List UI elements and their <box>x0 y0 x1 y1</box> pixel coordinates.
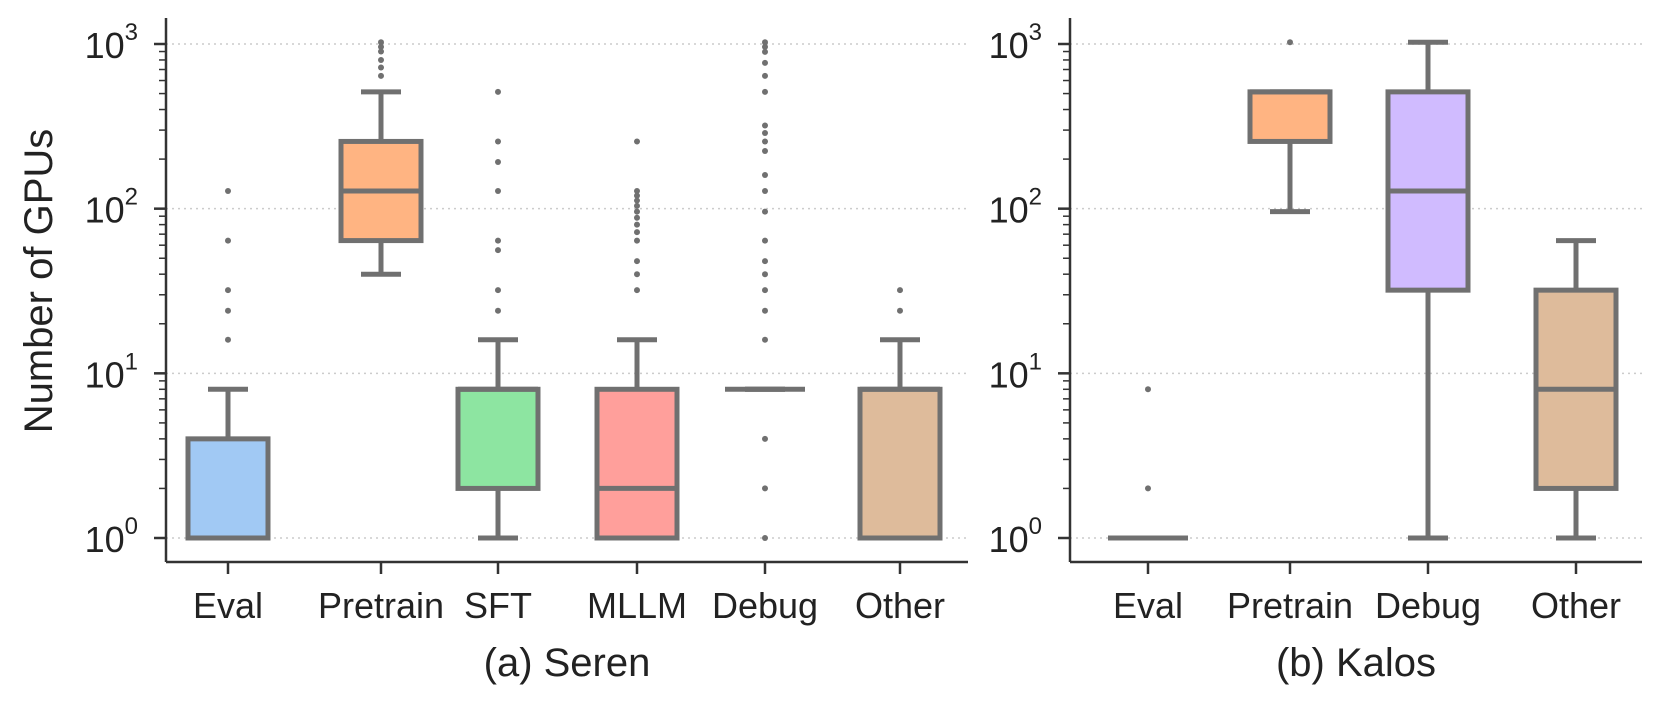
panel-seren: 100 101 102 103 Eval Pretrain SFT MLLM Debug Othe… <box>85 18 968 685</box>
outlier-point <box>762 172 768 179</box>
outlier-point <box>225 307 231 314</box>
outlier-point <box>378 48 384 55</box>
outlier-point <box>495 188 501 195</box>
outlier-point <box>762 271 768 278</box>
outlier-point <box>634 214 640 221</box>
outlier-point <box>762 208 768 215</box>
outlier-point <box>634 258 640 265</box>
outlier-point <box>762 59 768 66</box>
outlier-point <box>762 307 768 314</box>
outlier-point <box>762 122 768 129</box>
outlier-point <box>495 159 501 166</box>
box-other <box>857 287 943 541</box>
outlier-point <box>634 192 640 199</box>
outlier-point <box>225 237 231 244</box>
x-tick-label: Pretrain <box>1227 585 1353 626</box>
outlier-point <box>634 197 640 204</box>
outlier-point <box>762 48 768 55</box>
box-pretrain <box>1247 39 1333 215</box>
outlier-point <box>225 336 231 343</box>
outlier-point <box>762 138 768 145</box>
outlier-point <box>634 202 640 209</box>
x-tick-label: SFT <box>464 585 532 626</box>
outlier-point <box>495 138 501 145</box>
box-eval <box>1108 386 1188 541</box>
y-tick-label: 102 <box>85 184 138 231</box>
x-tick-label: Debug <box>712 585 818 626</box>
outlier-point <box>1145 485 1151 492</box>
y-tick-label: 101 <box>85 348 138 395</box>
x-tick-label: Other <box>855 585 945 626</box>
y-tick-label: 100 <box>989 513 1042 560</box>
x-tick-label: Debug <box>1375 585 1481 626</box>
outlier-point <box>762 88 768 95</box>
outlier-point <box>762 287 768 294</box>
panel-title-seren: (a) Seren <box>484 641 651 685</box>
box-body <box>857 386 943 541</box>
outlier-point <box>762 535 768 541</box>
panel-title-kalos: (b) Kalos <box>1276 641 1436 685</box>
outlier-point <box>762 435 768 442</box>
outlier-point <box>762 237 768 244</box>
outlier-point <box>897 287 903 294</box>
outlier-point <box>634 229 640 236</box>
y-axis-label: Number of GPUs <box>17 129 61 434</box>
outlier-point <box>634 138 640 145</box>
x-tick-label: Other <box>1531 585 1621 626</box>
x-tick-label: MLLM <box>587 585 687 626</box>
box-mllm <box>594 138 680 541</box>
box-body <box>455 386 541 491</box>
box-body <box>594 386 680 541</box>
y-tick-label: 103 <box>989 19 1042 66</box>
box-body <box>1247 89 1333 144</box>
outlier-point <box>634 208 640 215</box>
outlier-point <box>762 39 768 46</box>
outlier-point <box>378 72 384 79</box>
box-debug <box>725 39 805 541</box>
outlier-point <box>762 72 768 79</box>
outlier-point <box>762 336 768 343</box>
outlier-point <box>762 485 768 492</box>
outlier-point <box>378 39 384 46</box>
x-tick-label: Eval <box>193 585 263 626</box>
y-tick-label: 103 <box>85 19 138 66</box>
outlier-point <box>495 237 501 244</box>
y-tick-label: 100 <box>85 513 138 560</box>
y-tick-label: 101 <box>989 348 1042 395</box>
box-debug <box>1385 39 1471 541</box>
outlier-point <box>634 188 640 195</box>
box-other <box>1533 238 1619 541</box>
outlier-point <box>378 56 384 63</box>
panel-kalos: 100 101 102 103 Eval Pretrain Debug Other (b) Ka… <box>989 18 1642 685</box>
y-tick-label: 102 <box>989 184 1042 231</box>
box-pretrain <box>338 39 424 277</box>
outlier-point <box>634 221 640 228</box>
outlier-point <box>634 237 640 244</box>
outlier-point <box>634 287 640 294</box>
box-eval <box>185 188 271 541</box>
x-tick-label: Pretrain <box>318 585 444 626</box>
outlier-point <box>495 307 501 314</box>
outlier-point <box>762 130 768 137</box>
outlier-point <box>495 247 501 254</box>
outlier-point <box>762 188 768 195</box>
outlier-point <box>225 287 231 294</box>
outlier-point <box>378 43 384 50</box>
box-body <box>185 436 271 541</box>
outlier-point <box>378 64 384 71</box>
outlier-point <box>762 43 768 50</box>
outlier-point <box>495 88 501 95</box>
x-tick-label: Eval <box>1113 585 1183 626</box>
outlier-point <box>762 147 768 154</box>
outlier-point <box>897 307 903 314</box>
box-sft <box>455 88 541 541</box>
outlier-point <box>495 287 501 294</box>
outlier-point <box>762 258 768 265</box>
outlier-point <box>1145 386 1151 393</box>
outlier-point <box>225 188 231 195</box>
outlier-point <box>1287 39 1293 46</box>
outlier-point <box>634 271 640 278</box>
